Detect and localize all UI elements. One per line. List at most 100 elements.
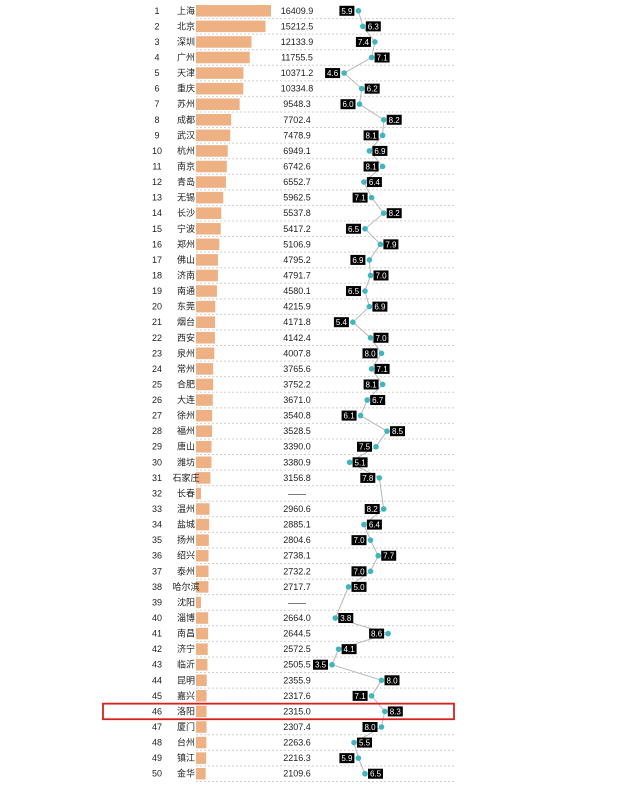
growth-label: 7.0 — [353, 567, 365, 576]
growth-point — [378, 724, 385, 730]
growth-point — [384, 428, 390, 434]
bar — [196, 658, 208, 671]
value-label: 3380.9 — [283, 457, 311, 467]
growth-label: 7.1 — [377, 365, 389, 374]
city-label: 长春 — [177, 487, 195, 498]
value-label: 2738.1 — [283, 551, 311, 561]
bar — [196, 472, 211, 484]
bar — [196, 363, 214, 375]
bar — [196, 565, 209, 578]
rank-label: 37 — [152, 566, 162, 576]
rank-label: 17 — [152, 255, 162, 265]
growth-tag — [351, 535, 367, 546]
growth-tag — [352, 192, 368, 203]
bar — [196, 67, 244, 79]
bar — [196, 5, 271, 17]
growth-point — [358, 85, 365, 92]
growth-label: 6.9 — [374, 147, 386, 156]
growth-label: 6.5 — [348, 287, 360, 296]
growth-point — [380, 116, 387, 123]
growth-point — [367, 568, 374, 575]
city-label: 北京 — [177, 20, 195, 31]
growth-tag — [365, 21, 381, 32]
value-label: 2885.1 — [283, 520, 311, 530]
growth-label: 8.0 — [364, 723, 376, 732]
rank-label: 6 — [154, 84, 159, 94]
value-label: 16409.9 — [281, 6, 314, 16]
bar — [196, 518, 210, 531]
rank-label: 3 — [154, 37, 159, 47]
city-label: 合肥 — [177, 378, 195, 389]
city-label: 扬州 — [177, 534, 195, 545]
rank-label: 35 — [152, 535, 162, 545]
value-label: 2732.2 — [283, 566, 311, 576]
rank-label: 10 — [152, 146, 162, 156]
city-label: 嘉兴 — [177, 690, 195, 701]
city-label: 镇江 — [177, 752, 195, 763]
value-label: 2644.5 — [283, 629, 311, 639]
growth-point — [368, 194, 375, 201]
value-label: 3765.6 — [283, 364, 311, 374]
value-label: 3540.8 — [283, 411, 311, 421]
growth-label: 6.0 — [342, 100, 354, 109]
rank-label: 8 — [154, 115, 159, 125]
growth-tag — [362, 348, 378, 359]
growth-tag — [350, 254, 366, 265]
rank-label: 4 — [154, 52, 159, 62]
value-label: 4791.7 — [283, 270, 311, 280]
city-label: 佛山 — [177, 254, 195, 265]
bar — [196, 160, 227, 173]
growth-point — [377, 241, 384, 248]
city-label: 成都 — [177, 114, 195, 125]
growth-point — [361, 521, 367, 528]
growth-tag — [368, 768, 383, 779]
growth-tag — [366, 519, 382, 530]
rank-label: 16 — [152, 239, 162, 249]
rank-label: 9 — [154, 130, 159, 140]
bar — [196, 316, 216, 328]
growth-tag — [352, 457, 368, 468]
city-label: 苏州 — [177, 98, 195, 109]
value-label: 7478.9 — [283, 130, 311, 140]
growth-tag — [386, 114, 402, 125]
bars — [196, 5, 271, 780]
growth-tag — [339, 5, 355, 16]
growth-label: 6.4 — [369, 521, 381, 530]
growth-point — [368, 366, 375, 372]
city-label: 沈阳 — [177, 596, 195, 607]
growth-point — [351, 739, 357, 746]
bar — [196, 440, 212, 453]
growth-point — [332, 615, 339, 621]
rank-label: 30 — [152, 457, 162, 467]
growth-tag — [381, 550, 397, 561]
city-label: 徐州 — [177, 410, 195, 421]
bar — [196, 378, 214, 391]
bar — [196, 409, 213, 422]
rank-label: 34 — [152, 520, 162, 530]
growth-tag — [352, 690, 368, 701]
rank-label: 31 — [152, 473, 162, 483]
growth-tag — [373, 270, 389, 281]
rank-label: 20 — [152, 302, 162, 312]
city-label: 福州 — [177, 425, 195, 436]
growth-tag — [369, 628, 385, 639]
bar — [196, 331, 215, 344]
rank-label: 36 — [152, 551, 162, 561]
city-label: 金华 — [177, 768, 195, 779]
rank-label: 47 — [152, 722, 162, 732]
city-label: 南京 — [177, 160, 195, 171]
growth-label: 8.2 — [389, 209, 401, 218]
city-label: 济南 — [177, 269, 195, 280]
growth-point — [368, 693, 375, 699]
growth-label: 6.2 — [367, 85, 379, 94]
city-label: 石家庄 — [172, 472, 199, 483]
city-label: 宁波 — [177, 223, 195, 234]
city-label: 大连 — [177, 394, 195, 405]
bar — [196, 207, 222, 219]
rank-label: 50 — [152, 769, 162, 779]
growth-label: 7.1 — [355, 692, 367, 701]
rank-label: 28 — [152, 426, 162, 436]
value-label: —— — [288, 597, 306, 607]
growth-label: 6.7 — [372, 396, 384, 405]
growth-tag — [386, 208, 402, 219]
